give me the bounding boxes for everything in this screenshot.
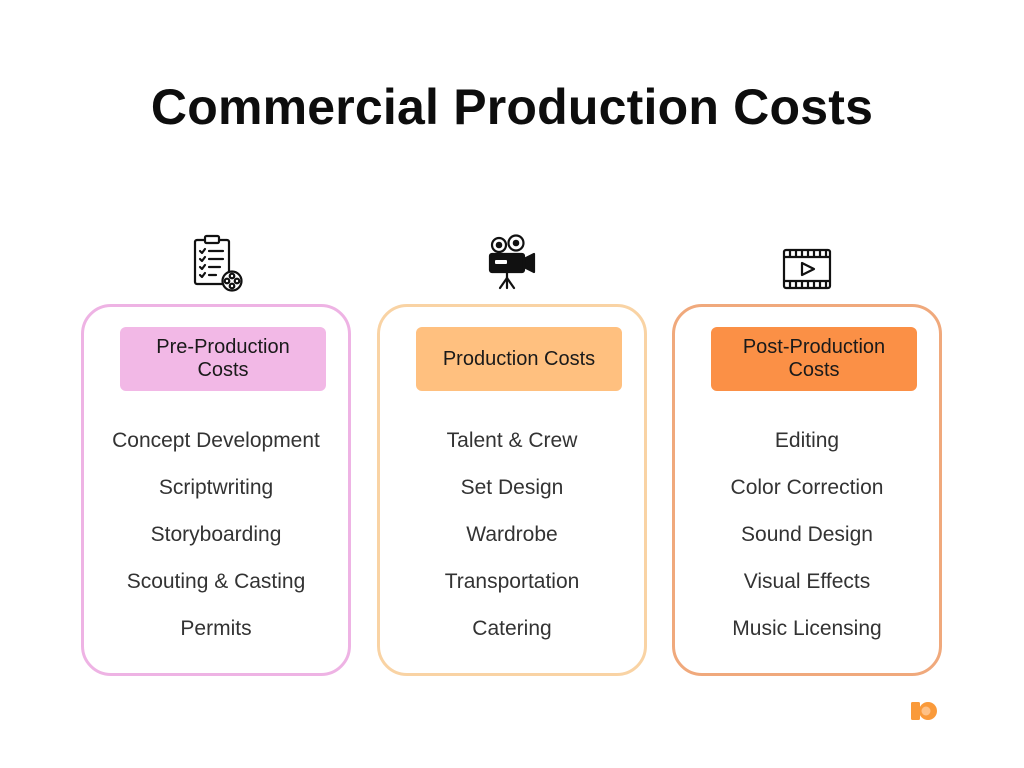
pre-production-card: Pre-Production Costs Concept Development…	[81, 304, 351, 676]
list-item: Editing	[774, 429, 840, 452]
list-item: Sound Design	[741, 523, 873, 546]
film-strip-play-icon	[782, 248, 832, 295]
list-item: Wardrobe	[466, 523, 558, 546]
list-item: Storyboarding	[150, 523, 282, 546]
list-item: Concept Development	[112, 429, 320, 452]
page-title: Commercial Production Costs	[150, 79, 874, 135]
list-item: Talent & Crew	[446, 429, 578, 452]
list-item: Permits	[180, 617, 252, 640]
list-item: Catering	[472, 617, 552, 640]
list-item: Color Correction	[730, 476, 884, 499]
clipboard-checklist-film-reel-icon	[192, 234, 246, 299]
movie-camera-icon	[486, 234, 540, 295]
production-heading: Production Costs	[416, 327, 622, 391]
list-item: Visual Effects	[743, 570, 871, 593]
post-production-heading: Post-Production Costs	[711, 327, 917, 391]
list-item: Scriptwriting	[158, 476, 274, 499]
list-item: Music Licensing	[732, 617, 882, 640]
list-item: Transportation	[444, 570, 580, 593]
list-item: Set Design	[460, 476, 564, 499]
pre-production-heading: Pre-Production Costs	[120, 327, 326, 391]
brand-logo-icon	[911, 701, 939, 726]
list-item: Scouting & Casting	[126, 570, 306, 593]
production-card: Production Costs Talent & Crew Set Desig…	[377, 304, 647, 676]
post-production-card: Post-Production Costs Editing Color Corr…	[672, 304, 942, 676]
